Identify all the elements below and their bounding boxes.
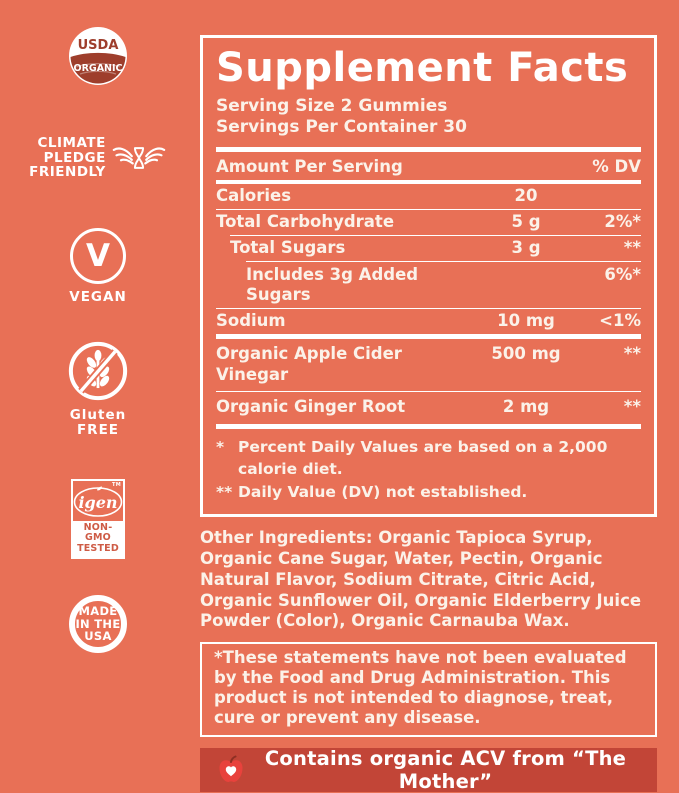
igen-oval-icon: igen xyxy=(73,486,123,517)
igen-logo: igen TM xyxy=(73,481,123,521)
trademark-symbol: TM xyxy=(112,482,121,488)
ingredient-amount: 500 mg xyxy=(491,343,561,363)
vegan-badge: V VEGAN xyxy=(26,228,170,305)
crossed-wheat-icon xyxy=(68,341,128,401)
footnote-dv-not-established: ** Daily Value (DV) not established. xyxy=(216,481,641,503)
servings-per-container-text: Servings Per Container 30 xyxy=(216,117,467,138)
ingredient-name: Organic Apple Cider Vinegar xyxy=(216,343,402,384)
tested-text: TESTED xyxy=(77,542,119,554)
climate-line-1: CLIMATE xyxy=(37,135,106,151)
nutrient-dv: ** xyxy=(623,238,641,258)
nutrient-name: Total Carbohydrate xyxy=(216,212,395,232)
footnote-text: Percent Daily Values are based on a 2,00… xyxy=(238,437,608,479)
vegan-icon: V xyxy=(70,228,126,284)
table-row-added-sugars: Includes 3g Added Sugars 6%* xyxy=(246,261,641,308)
nutrient-amount: 20 xyxy=(514,186,538,206)
footnotes: * Percent Daily Values are based on a 2,… xyxy=(216,436,641,503)
fda-disclaimer-box: *These statements have not been evaluate… xyxy=(200,642,657,737)
climate-pledge-friendly-label: CLIMATE PLEDGE FRIENDLY xyxy=(29,136,106,180)
nutrient-name: Sodium xyxy=(216,311,286,331)
gluten-free-badge: Gluten FREE xyxy=(26,340,170,438)
non-gmo-text: NON-GMO xyxy=(83,522,113,544)
footnote-mark: * xyxy=(216,437,225,456)
gluten-free-label: Gluten FREE xyxy=(70,408,127,438)
supplement-facts-title: Supplement Facts xyxy=(216,45,629,91)
table-row-calories: Calories 20 xyxy=(216,184,641,209)
nutrient-amount: 5 g xyxy=(511,212,541,232)
vegan-label: VEGAN xyxy=(69,289,127,305)
nutrient-dv: 2%* xyxy=(604,212,641,232)
climate-pledge-friendly-badge: CLIMATE PLEDGE FRIENDLY xyxy=(26,136,170,180)
winged-hourglass-icon xyxy=(112,146,166,169)
percent-dv-label: % DV xyxy=(592,156,641,176)
gluten-label-line-1: Gluten xyxy=(69,407,127,423)
climate-line-2: PLEDGE xyxy=(43,149,106,166)
nutrient-amount: 10 mg xyxy=(497,311,555,331)
usa-line-2: IN THE xyxy=(75,616,121,631)
table-row-total-carbohydrate: Total Carbohydrate 5 g 2%* xyxy=(216,208,641,235)
nutrient-amount: 3 g xyxy=(511,238,541,258)
footnote-text: Daily Value (DV) not established. xyxy=(238,482,528,501)
vegan-letter: V xyxy=(86,238,110,274)
label-main-column: Supplement Facts Serving Size 2 Gummies … xyxy=(200,35,657,793)
usda-text: USDA xyxy=(78,38,119,53)
amount-per-serving-label: Amount Per Serving xyxy=(216,156,403,176)
ingredient-name: Organic Ginger Root xyxy=(216,397,406,417)
igen-non-gmo-badge: igen TM NON-GMO TESTED xyxy=(26,479,170,560)
serving-size-text: Serving Size 2 Gummies xyxy=(216,96,448,117)
active-ingredient-rows: Organic Apple Cider Vinegar 500 mg ** Or… xyxy=(216,339,641,424)
mother-banner-text: Contains organic ACV from “The Mother” xyxy=(264,746,627,793)
organic-text: ORGANIC xyxy=(74,63,123,74)
gluten-label-line-2: FREE xyxy=(76,421,120,438)
usda-organic-icon: USDA ORGANIC xyxy=(69,27,127,85)
ingredient-dv: ** xyxy=(623,343,641,363)
table-row-ginger-root: Organic Ginger Root 2 mg ** xyxy=(216,391,641,424)
footnote-mark: ** xyxy=(216,482,233,501)
nutrient-dv: 6%* xyxy=(604,264,641,284)
certification-badge-column: USDA ORGANIC CLIMATE PLEDGE FRIENDLY V V… xyxy=(26,0,170,679)
igen-box: igen TM NON-GMO TESTED xyxy=(71,479,125,560)
table-row-sodium: Sodium 10 mg <1% xyxy=(216,307,641,334)
divider-thick xyxy=(216,146,641,152)
mother-banner: Contains organic ACV from “The Mother” xyxy=(200,746,657,793)
nutrient-name: Total Sugars xyxy=(230,238,346,258)
serving-info: Serving Size 2 Gummies Servings Per Cont… xyxy=(216,96,641,139)
table-row-apple-cider-vinegar: Organic Apple Cider Vinegar 500 mg ** xyxy=(216,339,641,391)
divider-medium xyxy=(216,179,641,184)
usa-line-3: USA xyxy=(84,629,112,644)
nutrient-dv: <1% xyxy=(599,311,641,331)
usda-organic-badge: USDA ORGANIC xyxy=(26,26,170,86)
usa-line-1: MADE xyxy=(78,604,118,619)
divider-thick xyxy=(216,333,641,339)
table-row-total-sugars: Total Sugars 3 g ** xyxy=(230,234,641,261)
nutrient-rows: Calories 20 Total Carbohydrate 5 g 2%* T… xyxy=(216,184,641,334)
nutrient-name: Includes 3g Added Sugars xyxy=(246,264,419,305)
igen-leaf xyxy=(97,486,102,491)
apple-heart-icon xyxy=(219,755,243,782)
footnote-daily-values: * Percent Daily Values are based on a 2,… xyxy=(216,436,641,481)
climate-line-3: FRIENDLY xyxy=(29,164,106,181)
divider-thick xyxy=(216,423,641,429)
ingredient-dv: ** xyxy=(623,397,641,417)
supplement-facts-panel: Supplement Facts Serving Size 2 Gummies … xyxy=(200,35,657,518)
ingredient-amount: 2 mg xyxy=(502,397,550,417)
nutrient-name: Calories xyxy=(216,186,292,206)
igen-wordmark: igen xyxy=(78,493,117,512)
non-gmo-tested-label: NON-GMO TESTED xyxy=(73,521,123,558)
made-in-usa-badge: MADE IN THE USA xyxy=(26,595,170,653)
made-in-usa-seal: MADE IN THE USA xyxy=(69,595,127,653)
other-ingredients-text: Other Ingredients: Organic Tapioca Syrup… xyxy=(200,528,642,631)
amount-per-serving-header: Amount Per Serving % DV xyxy=(216,152,641,180)
